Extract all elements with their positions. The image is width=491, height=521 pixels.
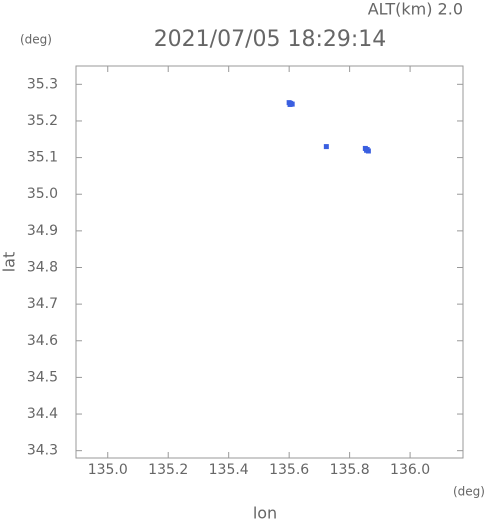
x-tick-label: 135.2 bbox=[148, 462, 188, 478]
point bbox=[323, 144, 329, 150]
y-unit: (deg) bbox=[20, 33, 52, 47]
x-tick-label: 135.4 bbox=[209, 462, 249, 478]
y-tick-label: 34.9 bbox=[27, 223, 58, 239]
point bbox=[287, 101, 293, 107]
y-tick-label: 34.8 bbox=[27, 259, 58, 275]
x-tick-label: 136.0 bbox=[390, 462, 430, 478]
point bbox=[364, 147, 370, 153]
y-tick-label: 35.3 bbox=[27, 76, 58, 92]
y-tick-label: 35.2 bbox=[27, 113, 58, 129]
subtitle: ALT(km) 2.0 bbox=[368, 0, 463, 19]
y-tick-label: 34.5 bbox=[27, 369, 58, 385]
y-tick-label: 35.1 bbox=[27, 150, 58, 166]
x-tick-label: 135.8 bbox=[330, 462, 370, 478]
y-tick-label: 35.0 bbox=[27, 186, 58, 202]
x-unit: (deg) bbox=[453, 485, 485, 499]
x-axis-label: lon bbox=[253, 504, 277, 521]
y-tick-label: 34.4 bbox=[27, 406, 58, 422]
y-tick-label: 34.6 bbox=[27, 333, 58, 349]
y-tick-label: 34.3 bbox=[27, 443, 58, 459]
y-tick-label: 34.7 bbox=[27, 296, 58, 312]
x-tick-label: 135.0 bbox=[88, 462, 128, 478]
y-axis-label: lat bbox=[0, 252, 19, 273]
chart-title: 2021/07/05 18:29:14 bbox=[154, 27, 387, 52]
x-tick-label: 135.6 bbox=[269, 462, 309, 478]
plot-frame bbox=[75, 65, 464, 459]
